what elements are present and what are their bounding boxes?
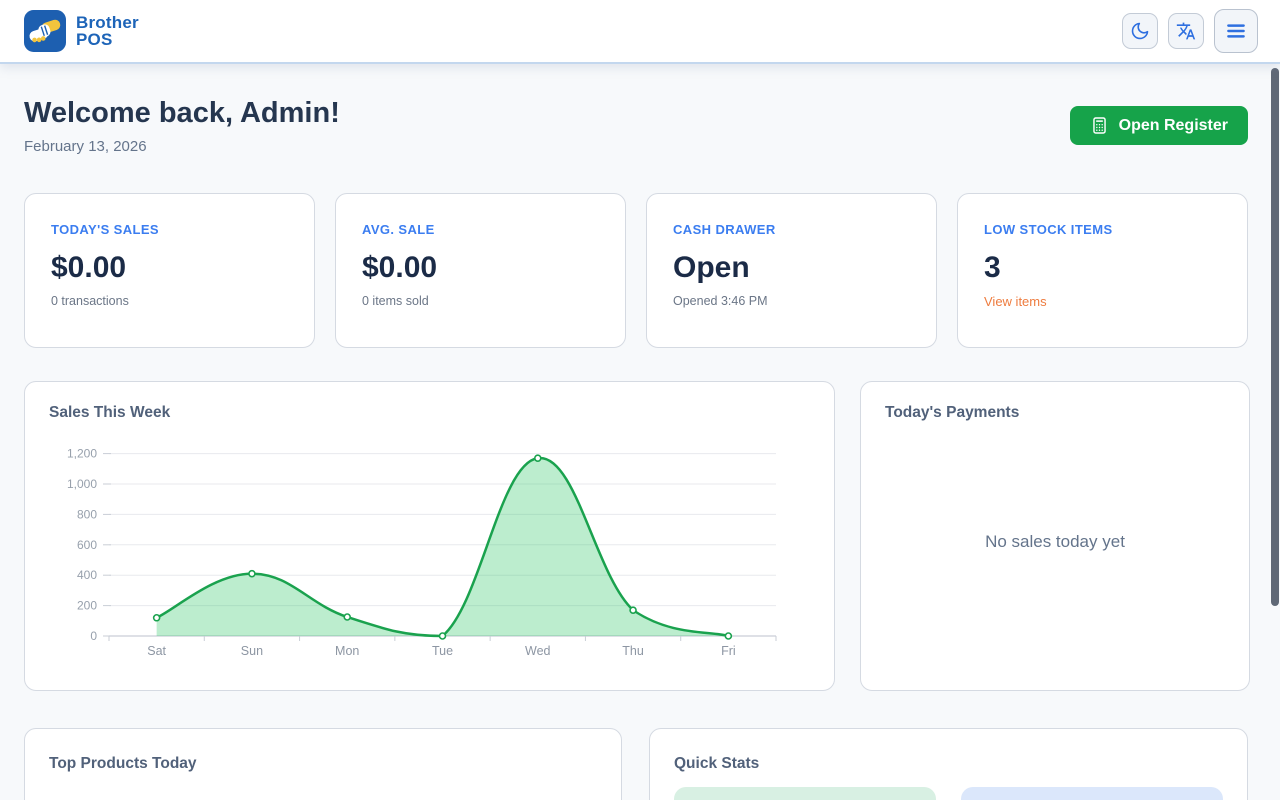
quick-stats-title: Quick Stats [674,754,760,772]
svg-text:Sat: Sat [147,644,166,658]
dark-mode-button[interactable] [1122,13,1158,49]
quick-stats-tiles [674,786,1223,800]
moon-icon [1131,22,1149,40]
stat-card-avg-sale: AVG. SALE $0.00 0 items sold [335,192,626,348]
sales-week-chart: 0 200 400 600 800 1,000 1,200 Sat Sun Mon Tue Wed Th… [49,436,810,676]
todays-payments-title: Today's Payments [885,403,1020,421]
svg-text:1,200: 1,200 [67,446,97,460]
stat-value: $0.00 [362,250,438,284]
stat-value: Open [673,250,750,284]
svg-text:Mon: Mon [335,644,359,658]
brand-logo[interactable]: Brother POS [24,10,139,52]
svg-text:Thu: Thu [622,644,644,658]
stat-subtext: 0 transactions [51,294,129,309]
bottom-row: Top Products Today Quick Stats [24,727,1248,800]
charts-row: Sales This Week 0 200 400 600 800 1,000 1,200 S… [24,380,1250,691]
brand-name: Brother POS [76,13,139,49]
page-date: February 13, 2026 [24,137,147,155]
header-actions [1122,9,1258,53]
svg-text:Wed: Wed [525,644,551,658]
page-title: Welcome back, Admin! [24,97,340,129]
stat-value: $0.00 [51,250,127,284]
scrollbar-thumb[interactable] [1271,68,1279,606]
stat-card-cash-drawer: CASH DRAWER Open Opened 3:46 PM [646,192,937,348]
svg-text:1,000: 1,000 [67,477,97,491]
stats-grid: TODAY'S SALES $0.00 0 transactions AVG. … [24,192,1248,348]
handshake-logo-icon [24,10,66,52]
menu-button[interactable] [1214,9,1258,53]
svg-text:600: 600 [77,538,97,552]
language-button[interactable] [1168,13,1204,49]
stat-label: CASH DRAWER [673,221,776,237]
stat-card-low-stock: LOW STOCK ITEMS 3 View items [957,192,1248,348]
quick-stat-tile-green [674,786,936,800]
todays-payments-card: Today's Payments No sales today yet [860,380,1250,691]
dashboard-main: Welcome back, Admin! February 13, 2026 O… [0,64,1280,800]
translate-icon [1176,22,1196,40]
svg-text:800: 800 [77,507,97,521]
hamburger-icon [1227,24,1245,38]
app-header: Brother POS [0,0,1280,64]
stat-subtext: 0 items sold [362,294,429,309]
area-chart-svg: 0 200 400 600 800 1,000 1,200 Sat Sun Mon Tue Wed Th… [67,446,777,658]
page-scrollbar [1271,66,1280,800]
stat-card-todays-sales: TODAY'S SALES $0.00 0 transactions [24,192,315,348]
quick-stat-tile-blue [961,786,1223,800]
svg-text:0: 0 [90,629,97,643]
top-products-card: Top Products Today [24,727,622,800]
svg-text:Tue: Tue [432,644,453,658]
sales-week-card: Sales This Week 0 200 400 600 800 1,000 1,200 S… [24,380,835,691]
register-calculator-icon [1092,117,1106,134]
view-items-link[interactable]: View items [984,294,1047,310]
stat-label: TODAY'S SALES [51,221,159,237]
svg-text:Sun: Sun [241,644,263,658]
stat-label: AVG. SALE [362,221,435,237]
sales-week-title: Sales This Week [49,403,171,421]
svg-text:400: 400 [77,568,97,582]
stat-subtext: Opened 3:46 PM [673,294,768,309]
top-products-title: Top Products Today [49,754,197,772]
svg-text:Fri: Fri [721,644,736,658]
svg-text:200: 200 [77,598,97,612]
stat-label: LOW STOCK ITEMS [984,221,1113,237]
open-register-button[interactable]: Open Register [1069,106,1248,145]
payments-empty-state: No sales today yet [985,531,1125,551]
quick-stats-card: Quick Stats [649,727,1248,800]
open-register-label: Open Register [1118,116,1228,134]
stat-value: 3 [984,250,1001,284]
welcome-row: Welcome back, Admin! February 13, 2026 O… [24,97,1248,155]
